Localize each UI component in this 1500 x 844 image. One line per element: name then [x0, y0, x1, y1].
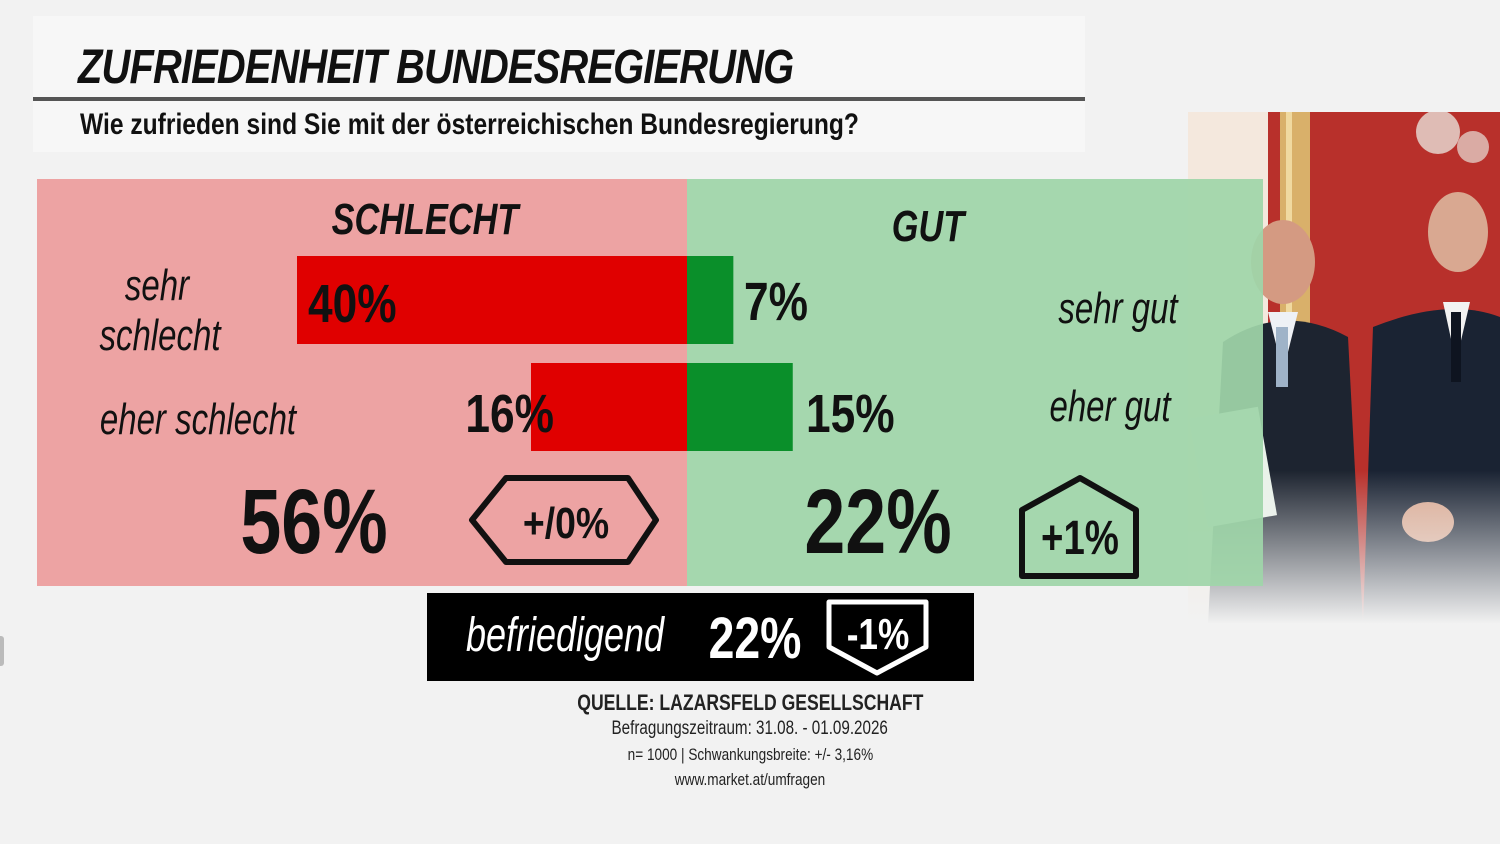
- page-title: ZUFRIEDENHEIT BUNDESREGIERUNG: [78, 41, 794, 94]
- source-url: www.market.at/umfragen: [674, 770, 826, 789]
- gut-heading: GUT: [892, 202, 967, 251]
- sehr-gut-label: sehr gut: [1058, 285, 1179, 334]
- befriedigend-graphic: befriedigend 22% -1%: [466, 599, 929, 676]
- befriedigend-value: 22%: [709, 606, 802, 671]
- title-panel: [33, 16, 1085, 152]
- title-divider: [33, 97, 1085, 101]
- schlecht-total: 56%: [240, 470, 387, 573]
- gut-change-badge: [1019, 475, 1139, 579]
- eher-gut-label: eher gut: [1049, 383, 1172, 432]
- sehr-schlecht-label-line1: sehr: [125, 262, 191, 311]
- gut-change-label: +1%: [1041, 512, 1119, 565]
- value-label-eher-schlecht: 16%: [465, 384, 554, 444]
- befriedigend-change-badge: [826, 599, 929, 676]
- bar-sehr-schlecht: [297, 256, 687, 344]
- bar-eher-schlecht: [531, 363, 687, 451]
- schlecht-change-label: +/0%: [523, 498, 609, 548]
- befriedigend-box: befriedigend 22% -1%: [427, 593, 974, 681]
- bar-sehr-gut: [687, 256, 734, 344]
- bar-eher-gut: [687, 363, 793, 451]
- sample-info: n= 1000 | Schwankungsbreite: +/- 3,16%: [627, 745, 873, 764]
- schlecht-heading: SCHLECHT: [332, 195, 521, 244]
- befriedigend-label: befriedigend: [466, 608, 665, 661]
- befriedigend-change-label: -1%: [847, 610, 910, 659]
- gut-total: 22%: [804, 470, 951, 573]
- page-subtitle: Wie zufrieden sind Sie mit der österreic…: [80, 108, 859, 141]
- source-heading: QUELLE: LAZARSFELD GESELLSCHAFT: [576, 690, 924, 715]
- schlecht-change-badge: [469, 475, 659, 565]
- value-label-eher-gut: 15%: [806, 384, 895, 444]
- eher-schlecht-label: eher schlecht: [100, 396, 298, 445]
- edge-marker: [0, 636, 4, 666]
- survey-period: Befragungszeitraum: 31.08. - 01.09.2026: [611, 718, 889, 739]
- value-label-sehr-schlecht: 40%: [308, 274, 397, 334]
- sehr-schlecht-label-line2: schlecht: [99, 312, 222, 361]
- value-label-sehr-gut: 7%: [744, 272, 808, 332]
